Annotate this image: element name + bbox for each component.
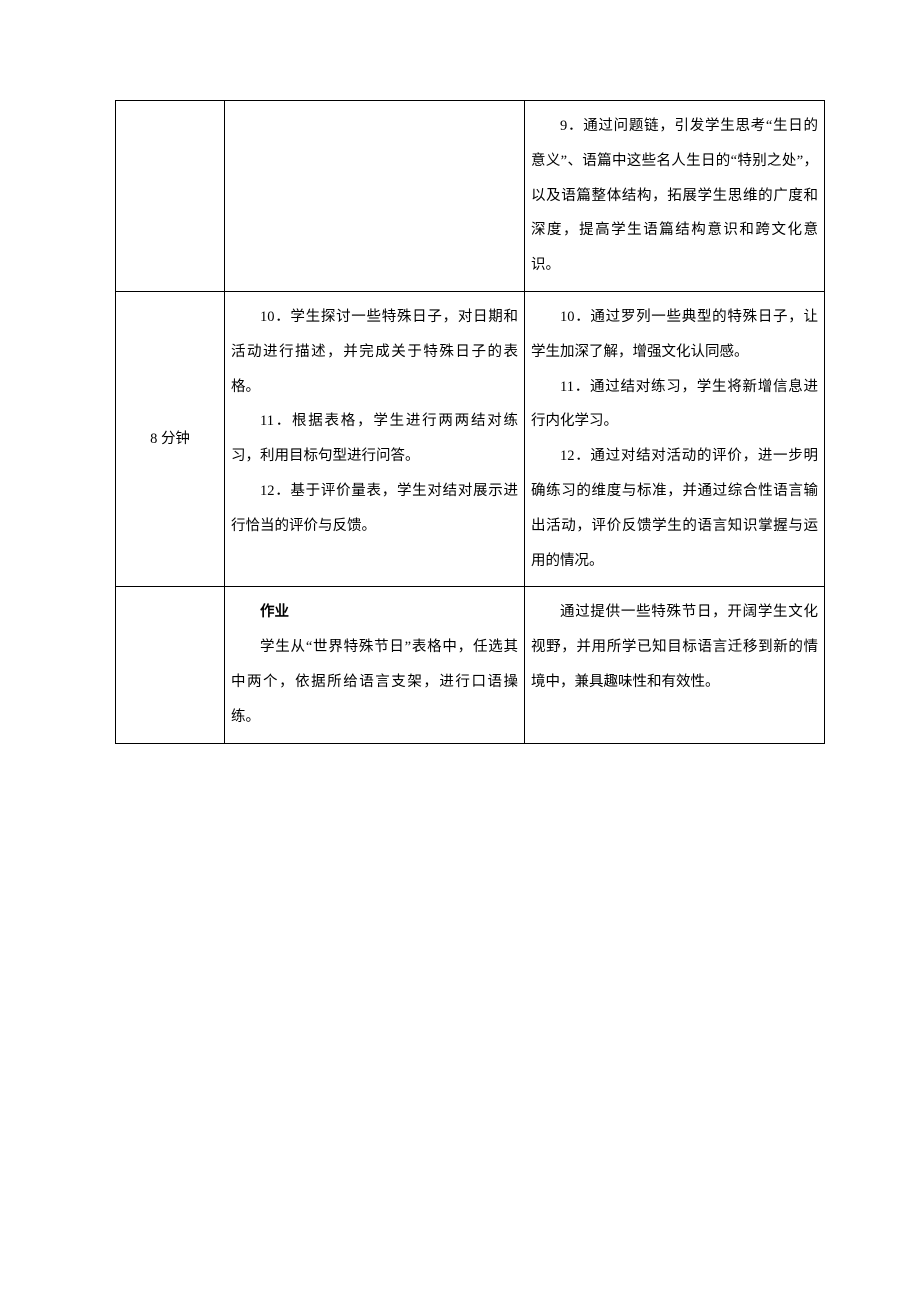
paragraph-text: 9．通过问题链，引发学生思考“生日的意义”、语篇中这些名人生日的“特别之处”，以… xyxy=(531,109,818,283)
time-cell: 8 分钟 xyxy=(116,291,225,586)
activity-cell xyxy=(225,101,525,292)
paragraph-text: 11．根据表格，学生进行两两结对练习，利用目标句型进行问答。 xyxy=(231,404,518,474)
time-cell xyxy=(116,101,225,292)
time-cell xyxy=(116,587,225,743)
document-page: 9．通过问题链，引发学生思考“生日的意义”、语篇中这些名人生日的“特别之处”，以… xyxy=(0,0,920,744)
table-row: 8 分钟10．学生探讨一些特殊日子，对日期和活动进行描述，并完成关于特殊日子的表… xyxy=(116,291,825,586)
paragraph-text: 11．通过结对练习，学生将新增信息进行内化学习。 xyxy=(531,370,818,440)
paragraph-text: 12．基于评价量表，学生对结对展示进行恰当的评价与反馈。 xyxy=(231,474,518,544)
paragraph-text: 10．学生探讨一些特殊日子，对日期和活动进行描述，并完成关于特殊日子的表格。 xyxy=(231,300,518,404)
activity-cell: 10．学生探讨一些特殊日子，对日期和活动进行描述，并完成关于特殊日子的表格。11… xyxy=(225,291,525,586)
lesson-plan-table: 9．通过问题链，引发学生思考“生日的意义”、语篇中这些名人生日的“特别之处”，以… xyxy=(115,100,825,744)
table-row: 作业学生从“世界特殊节日”表格中，任选其中两个，依据所给语言支架，进行口语操练。… xyxy=(116,587,825,743)
activity-cell: 作业学生从“世界特殊节日”表格中，任选其中两个，依据所给语言支架，进行口语操练。 xyxy=(225,587,525,743)
paragraph-text: 学生从“世界特殊节日”表格中，任选其中两个，依据所给语言支架，进行口语操练。 xyxy=(231,630,518,734)
purpose-cell: 9．通过问题链，引发学生思考“生日的意义”、语篇中这些名人生日的“特别之处”，以… xyxy=(525,101,825,292)
table-row: 9．通过问题链，引发学生思考“生日的意义”、语篇中这些名人生日的“特别之处”，以… xyxy=(116,101,825,292)
purpose-cell: 10．通过罗列一些典型的特殊日子，让学生加深了解，增强文化认同感。11．通过结对… xyxy=(525,291,825,586)
paragraph-text: 作业 xyxy=(231,595,518,630)
paragraph-text: 12．通过对结对活动的评价，进一步明确练习的维度与标准，并通过综合性语言输出活动… xyxy=(531,439,818,578)
paragraph-text: 通过提供一些特殊节日，开阔学生文化视野，并用所学已知目标语言迁移到新的情境中，兼… xyxy=(531,595,818,699)
paragraph-text: 10．通过罗列一些典型的特殊日子，让学生加深了解，增强文化认同感。 xyxy=(531,300,818,370)
purpose-cell: 通过提供一些特殊节日，开阔学生文化视野，并用所学已知目标语言迁移到新的情境中，兼… xyxy=(525,587,825,743)
